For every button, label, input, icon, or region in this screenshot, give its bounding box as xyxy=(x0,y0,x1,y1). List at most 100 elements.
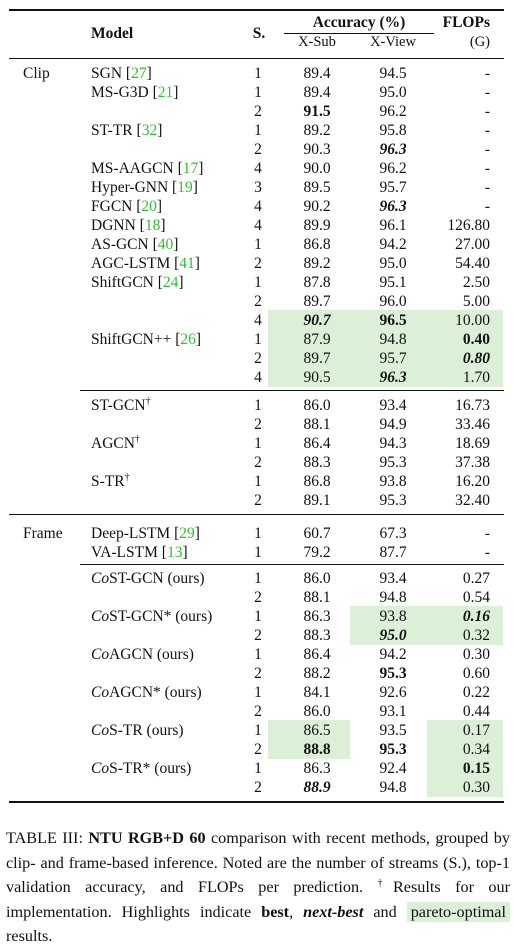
pareto-highlight xyxy=(350,606,427,626)
streams-cell: 2 xyxy=(254,293,262,310)
citation-link[interactable]: 26 xyxy=(180,331,196,348)
xview-cell: 96.3 xyxy=(379,141,407,158)
citation-link[interactable]: 19 xyxy=(177,179,193,196)
citation-link[interactable]: 20 xyxy=(141,198,157,215)
citation-link[interactable]: 13 xyxy=(166,544,183,561)
streams-cell: 1 xyxy=(254,122,262,139)
flops-cell: 5.00 xyxy=(462,293,490,310)
caption-next-best: next-best xyxy=(303,902,364,921)
xsub-cell: 86.3 xyxy=(303,760,331,777)
model-label: DGNN xyxy=(91,217,136,234)
xview-cell: 96.0 xyxy=(379,293,407,310)
streams-cell: 2 xyxy=(254,454,262,471)
flops-cell: 0.34 xyxy=(462,741,490,758)
pareto-highlight xyxy=(350,310,427,330)
citation-link[interactable]: 17 xyxy=(182,160,199,177)
pareto-highlight xyxy=(427,777,503,797)
pareto-highlight xyxy=(427,720,503,740)
model-name: CoS-TR (ours) xyxy=(91,721,184,740)
model-name: CoAGCN (ours) xyxy=(91,645,194,664)
xsub-cell: 89.9 xyxy=(303,217,331,234)
citation-link[interactable]: 24 xyxy=(162,274,179,291)
flops-cell: 16.20 xyxy=(455,473,490,490)
xsub-cell: 89.7 xyxy=(303,293,331,310)
citation-link[interactable]: 41 xyxy=(179,255,195,272)
caption-text-3: results. xyxy=(6,927,53,945)
flops-cell: 33.46 xyxy=(455,416,490,433)
xsub-cell: 88.8 xyxy=(303,741,331,758)
citation-link[interactable]: 27 xyxy=(131,65,147,82)
xview-cell: 93.5 xyxy=(379,722,407,739)
xview-cell: 96.2 xyxy=(379,103,407,120)
xview-cell: 92.4 xyxy=(379,760,407,777)
model-label: AGCN* (ours) xyxy=(109,684,202,701)
flops-cell: 16.73 xyxy=(455,397,490,414)
citation-link[interactable]: 40 xyxy=(157,236,174,253)
xview-cell: 95.0 xyxy=(379,255,407,272)
xview-cell: 87.7 xyxy=(379,544,407,561)
citation-link[interactable]: 21 xyxy=(157,84,174,101)
xview-cell: 94.9 xyxy=(379,416,407,433)
xsub-cell: 86.5 xyxy=(303,722,331,739)
citation-link[interactable]: 32 xyxy=(141,122,158,139)
header-xsub: X-Sub xyxy=(298,34,336,50)
model-label: FGCN xyxy=(91,198,133,215)
header-streams: S. xyxy=(252,25,266,42)
model-name: MS-AAGCN [17] xyxy=(91,160,204,177)
model-label: MS-G3D xyxy=(91,84,149,101)
citation-link[interactable]: 18 xyxy=(144,217,161,234)
xview-cell: 95.1 xyxy=(379,274,407,291)
pareto-highlight xyxy=(268,367,350,387)
model-name: Deep-LSTM [29] xyxy=(91,525,200,542)
xview-cell: 95.0 xyxy=(379,627,407,644)
xsub-cell: 90.0 xyxy=(303,160,331,177)
xsub-cell: 86.8 xyxy=(303,473,331,490)
model-name: ST-TR [32] xyxy=(91,122,163,139)
caption-sep-1: , xyxy=(289,902,304,921)
streams-cell: 1 xyxy=(254,544,262,561)
citation-link[interactable]: 29 xyxy=(179,525,195,542)
dagger-mark: † xyxy=(124,472,130,483)
model-name: CoST-GCN (ours) xyxy=(91,569,205,588)
streams-cell: 4 xyxy=(254,160,262,177)
pareto-highlight xyxy=(268,348,350,368)
xview-cell: 94.8 xyxy=(379,331,407,348)
xview-cell: 94.3 xyxy=(379,435,407,452)
xsub-cell: 89.4 xyxy=(303,65,331,82)
flops-cell: 10.00 xyxy=(455,312,490,329)
xsub-cell: 86.0 xyxy=(303,570,331,587)
xview-cell: 95.7 xyxy=(379,179,407,196)
pareto-highlight xyxy=(427,329,503,349)
model-label: ShiftGCN xyxy=(91,274,154,291)
xsub-cell: 89.5 xyxy=(303,179,331,196)
streams-cell: 3 xyxy=(254,179,262,196)
xview-cell: 94.8 xyxy=(379,589,407,606)
xsub-cell: 88.9 xyxy=(303,779,331,796)
xview-cell: 94.5 xyxy=(379,65,407,82)
streams-cell: 1 xyxy=(254,525,262,542)
xsub-cell: 86.4 xyxy=(303,646,331,663)
xsub-cell: 90.7 xyxy=(303,312,331,329)
dagger-mark: † xyxy=(134,434,140,445)
flops-cell: - xyxy=(484,198,490,215)
pareto-highlight xyxy=(427,367,503,387)
xsub-cell: 60.7 xyxy=(303,525,331,542)
model-label: Hyper-GNN xyxy=(91,179,169,196)
streams-cell: 2 xyxy=(254,665,262,682)
xview-cell: 93.4 xyxy=(379,570,407,587)
flops-cell: - xyxy=(484,141,490,158)
streams-cell: 1 xyxy=(254,84,262,101)
xview-cell: 93.1 xyxy=(379,703,407,720)
xview-cell: 96.5 xyxy=(379,312,407,329)
model-name: ST-GCN† xyxy=(91,396,151,415)
model-name: SGN [27] xyxy=(91,65,152,82)
streams-cell: 1 xyxy=(254,435,262,452)
xview-cell: 93.8 xyxy=(379,473,407,490)
flops-cell: 0.27 xyxy=(462,570,490,587)
co-prefix: Co xyxy=(91,722,110,739)
streams-cell: 2 xyxy=(254,255,262,272)
model-label: AGCN xyxy=(91,435,135,452)
group-label-clip: Clip xyxy=(23,65,50,82)
model-name: FGCN [20] xyxy=(91,198,163,215)
flops-cell: 0.17 xyxy=(462,722,490,739)
